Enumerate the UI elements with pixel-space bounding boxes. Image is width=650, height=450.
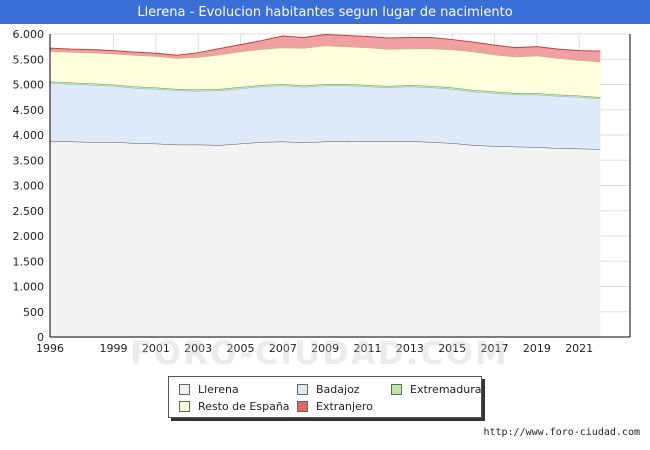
y-tick-label: 3.000 [13,180,45,193]
y-tick-label: 1.500 [13,255,45,268]
x-tick-label: 2021 [565,342,593,355]
y-tick-label: 500 [23,306,44,319]
area-llerena [50,141,601,337]
area-chart: 0 500 1.000 1.500 2.000 2.500 3.000 3.500 4.000 4… [13,28,631,355]
x-tick-label: 2019 [523,342,551,355]
area-extremadura [50,81,601,99]
y-tick-label: 3.500 [13,154,45,167]
x-tick-label: 2017 [481,342,509,355]
y-tick-label: 5.000 [13,79,45,92]
watermark: FORO-CIUDAD.COM [130,334,509,372]
legend-label-llerena: Llerena [198,383,239,396]
legend-item-llerena: Llerena [179,383,239,396]
y-tick-label: 2.000 [13,230,45,243]
y-tick-label: 4.000 [13,129,45,142]
y-tick-label: 1.000 [13,281,45,294]
y-tick-label: 6.000 [13,28,45,41]
legend-swatch-badajoz [297,384,308,395]
legend-item-badajoz: Badajoz [297,383,360,396]
legend-label-badajoz: Badajoz [316,383,360,396]
legend-swatch-resto-espana [179,401,190,412]
legend-swatch-extranjero [297,401,308,412]
chart-title: Llerena - Evolucion habitantes segun lug… [0,0,650,24]
legend-label-extremadura: Extremadura [410,383,482,396]
y-tick-label: 0 [37,331,44,344]
area-resto-de-espa-a [50,45,601,98]
legend-label-resto-espana: Resto de España [198,400,290,413]
legend-item-extranjero: Extranjero [297,400,373,413]
y-tick-label: 2.500 [13,205,45,218]
x-tick-label: 2015 [438,342,466,355]
x-tick-label: 1996 [36,342,64,355]
legend-item-resto-espana: Resto de España [179,400,290,413]
x-tick-label: 2013 [396,342,424,355]
area-badajoz [50,82,601,150]
x-tick-label: 2007 [269,342,297,355]
x-tick-label: 2011 [354,342,382,355]
x-tick-label: 2005 [227,342,255,355]
series-areas [49,33,601,337]
legend-swatch-llerena [179,384,190,395]
legend-label-extranjero: Extranjero [316,400,373,413]
x-tick-label: 2001 [142,342,170,355]
x-tick-label: 2003 [184,342,212,355]
y-tick-label: 4.500 [13,104,45,117]
line-extranjero [49,33,601,56]
y-tick-label: 5.500 [13,53,45,66]
legend-item-extremadura: Extremadura [391,383,482,396]
legend: Llerena Badajoz Extremadura Resto de Esp… [168,376,482,418]
source-url: http://www.foro-ciudad.com [483,427,640,438]
x-tick-label: 1999 [100,342,128,355]
x-tick-label: 2009 [311,342,339,355]
axes: 0 500 1.000 1.500 2.000 2.500 3.000 3.500 4.000 4… [13,28,631,355]
legend-swatch-extremadura [391,384,402,395]
